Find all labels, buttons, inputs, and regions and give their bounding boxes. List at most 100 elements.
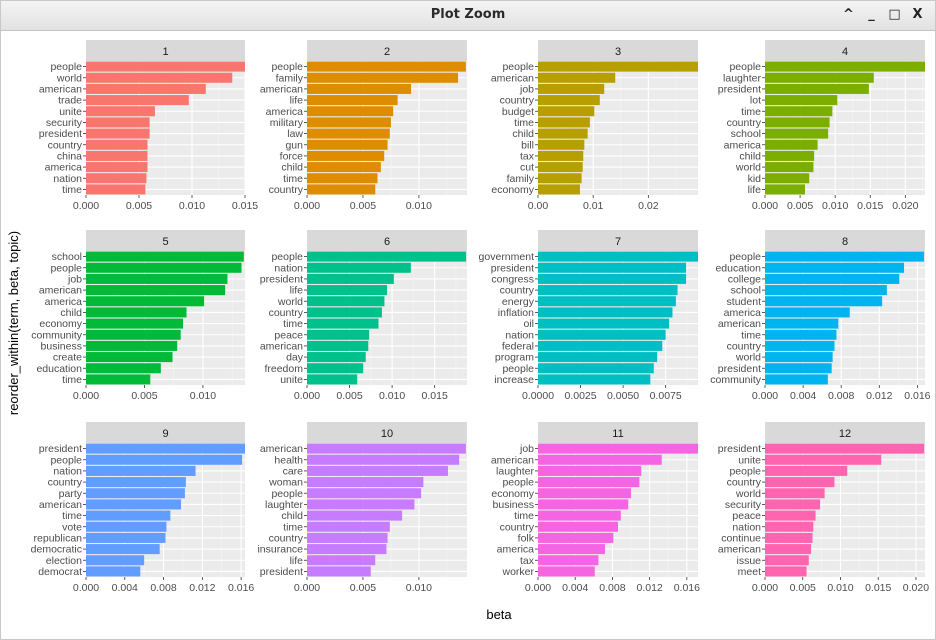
bar-time <box>307 521 390 532</box>
bar-people <box>538 363 654 374</box>
bar-congress <box>538 273 687 284</box>
bar-people <box>307 61 466 72</box>
facet-panel-1: 1 peopleworldamericantradeunitesecuritypr… <box>39 40 258 212</box>
x-tick-label: 0.005 <box>126 200 152 212</box>
facet-panel-9: 9 presidentpeoplenationcountrypartyameric… <box>31 422 254 594</box>
panel-background <box>307 61 467 195</box>
term-label: vote <box>62 521 82 533</box>
term-label: laughter <box>265 499 303 511</box>
panel-background <box>307 251 467 385</box>
bar-country <box>86 477 186 488</box>
term-label: america <box>45 162 83 174</box>
bar-people <box>538 477 640 488</box>
bar-president <box>538 262 687 273</box>
term-label: american <box>39 84 82 96</box>
bar-tax <box>538 150 584 161</box>
x-tick-label: 0.0050 <box>607 390 639 402</box>
bar-life <box>765 184 805 195</box>
x-tick-label: 0.010 <box>179 200 205 212</box>
bar-worker <box>538 566 595 577</box>
bar-president <box>86 443 245 454</box>
facet-panel-5: 5 schoolpeoplejobamericanamericachildecon… <box>31 230 245 402</box>
facet-strip <box>538 40 698 61</box>
term-label: president <box>39 443 82 455</box>
term-label: country <box>48 139 83 151</box>
term-label: people <box>50 454 82 466</box>
facet-strip <box>765 422 925 443</box>
bar-tax <box>538 555 599 566</box>
term-label: people <box>271 61 303 73</box>
bar-time <box>765 106 833 117</box>
term-label: unite <box>59 106 82 118</box>
bar-cut <box>538 162 583 173</box>
x-tick-label: 0.016 <box>674 582 700 594</box>
term-label: country <box>500 285 535 297</box>
bar-federal <box>538 340 663 351</box>
term-label: woman <box>268 477 303 489</box>
facet-strip <box>538 230 698 251</box>
facet-strip-label: 8 <box>842 236 848 248</box>
term-label: nation <box>732 521 761 533</box>
bar-school <box>86 251 244 262</box>
x-tick-label: 0.000 <box>525 582 551 594</box>
term-label: laughter <box>723 72 761 84</box>
facet-panel-10: 10americanhealthcarewomanpeoplelaughterc… <box>257 422 467 594</box>
term-label: party <box>59 488 83 500</box>
x-tick-label: 0.0000 <box>522 390 554 402</box>
bar-economy <box>538 488 632 499</box>
collapse-button[interactable]: ^ <box>843 7 854 22</box>
term-label: american <box>491 454 534 466</box>
bar-security <box>86 117 150 128</box>
bar-government <box>538 251 698 262</box>
term-label: unite <box>280 374 303 386</box>
term-label: law <box>287 128 303 140</box>
term-label: economy <box>491 184 534 196</box>
bar-people <box>538 61 698 72</box>
close-button[interactable]: X <box>912 7 923 22</box>
term-label: democrat <box>38 566 82 578</box>
bar-republican <box>86 532 166 543</box>
bar-continue <box>765 532 813 543</box>
x-tick-label: 0.008 <box>150 582 176 594</box>
bar-people <box>765 465 848 476</box>
facet-strip-label: 11 <box>612 428 623 440</box>
panel-background <box>538 251 698 385</box>
facet-strip-label: 7 <box>615 236 621 248</box>
bar-health <box>307 454 460 465</box>
faceted-bar-chart: 1peopleworldamericantradeunitesecuritypr… <box>6 40 931 622</box>
bar-country <box>765 117 830 128</box>
facet-strip-label: 9 <box>162 428 168 440</box>
panel-background <box>307 443 467 577</box>
bar-family <box>307 72 459 83</box>
bar-school <box>765 128 829 139</box>
term-label: bill <box>521 139 534 151</box>
term-label: student <box>727 296 762 308</box>
x-tick-label: 0.005 <box>131 390 157 402</box>
term-label: tax <box>520 555 535 567</box>
bar-job <box>538 83 605 94</box>
bar-american <box>307 83 412 94</box>
term-label: time <box>62 374 82 386</box>
bar-america <box>765 139 818 150</box>
term-label: continue <box>721 533 761 545</box>
bar-american <box>307 340 369 351</box>
x-tick-label: 0.008 <box>599 582 625 594</box>
term-label: nation <box>53 173 82 185</box>
term-label: life <box>290 95 304 107</box>
term-label: president <box>260 274 303 286</box>
term-label: job <box>67 274 82 286</box>
title-bar[interactable]: Plot Zoom ^ _ □ X <box>1 1 935 31</box>
maximize-button[interactable]: □ <box>888 7 901 22</box>
bar-president <box>86 128 150 139</box>
minimize-button[interactable]: _ <box>868 7 875 22</box>
term-label: time <box>283 318 303 330</box>
term-label: american <box>39 285 82 297</box>
term-label: world <box>735 488 761 500</box>
facet-strip-label: 12 <box>839 428 851 440</box>
bar-peace <box>765 510 816 521</box>
bar-time <box>86 374 151 385</box>
bar-world <box>765 162 814 173</box>
bar-time <box>86 510 171 521</box>
term-label: democratic <box>31 544 82 556</box>
x-tick-label: 0.010 <box>406 582 432 594</box>
